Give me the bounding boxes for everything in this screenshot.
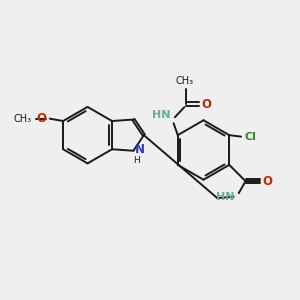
Text: CH₃: CH₃ bbox=[14, 114, 32, 124]
Text: H: H bbox=[133, 156, 140, 165]
Text: O: O bbox=[262, 175, 272, 188]
Text: O: O bbox=[36, 112, 46, 125]
Text: Cl: Cl bbox=[244, 132, 256, 142]
Text: HN: HN bbox=[216, 192, 234, 202]
Text: HN: HN bbox=[152, 110, 171, 120]
Text: N: N bbox=[135, 143, 145, 156]
Text: CH₃: CH₃ bbox=[175, 76, 194, 85]
Text: O: O bbox=[201, 98, 211, 111]
